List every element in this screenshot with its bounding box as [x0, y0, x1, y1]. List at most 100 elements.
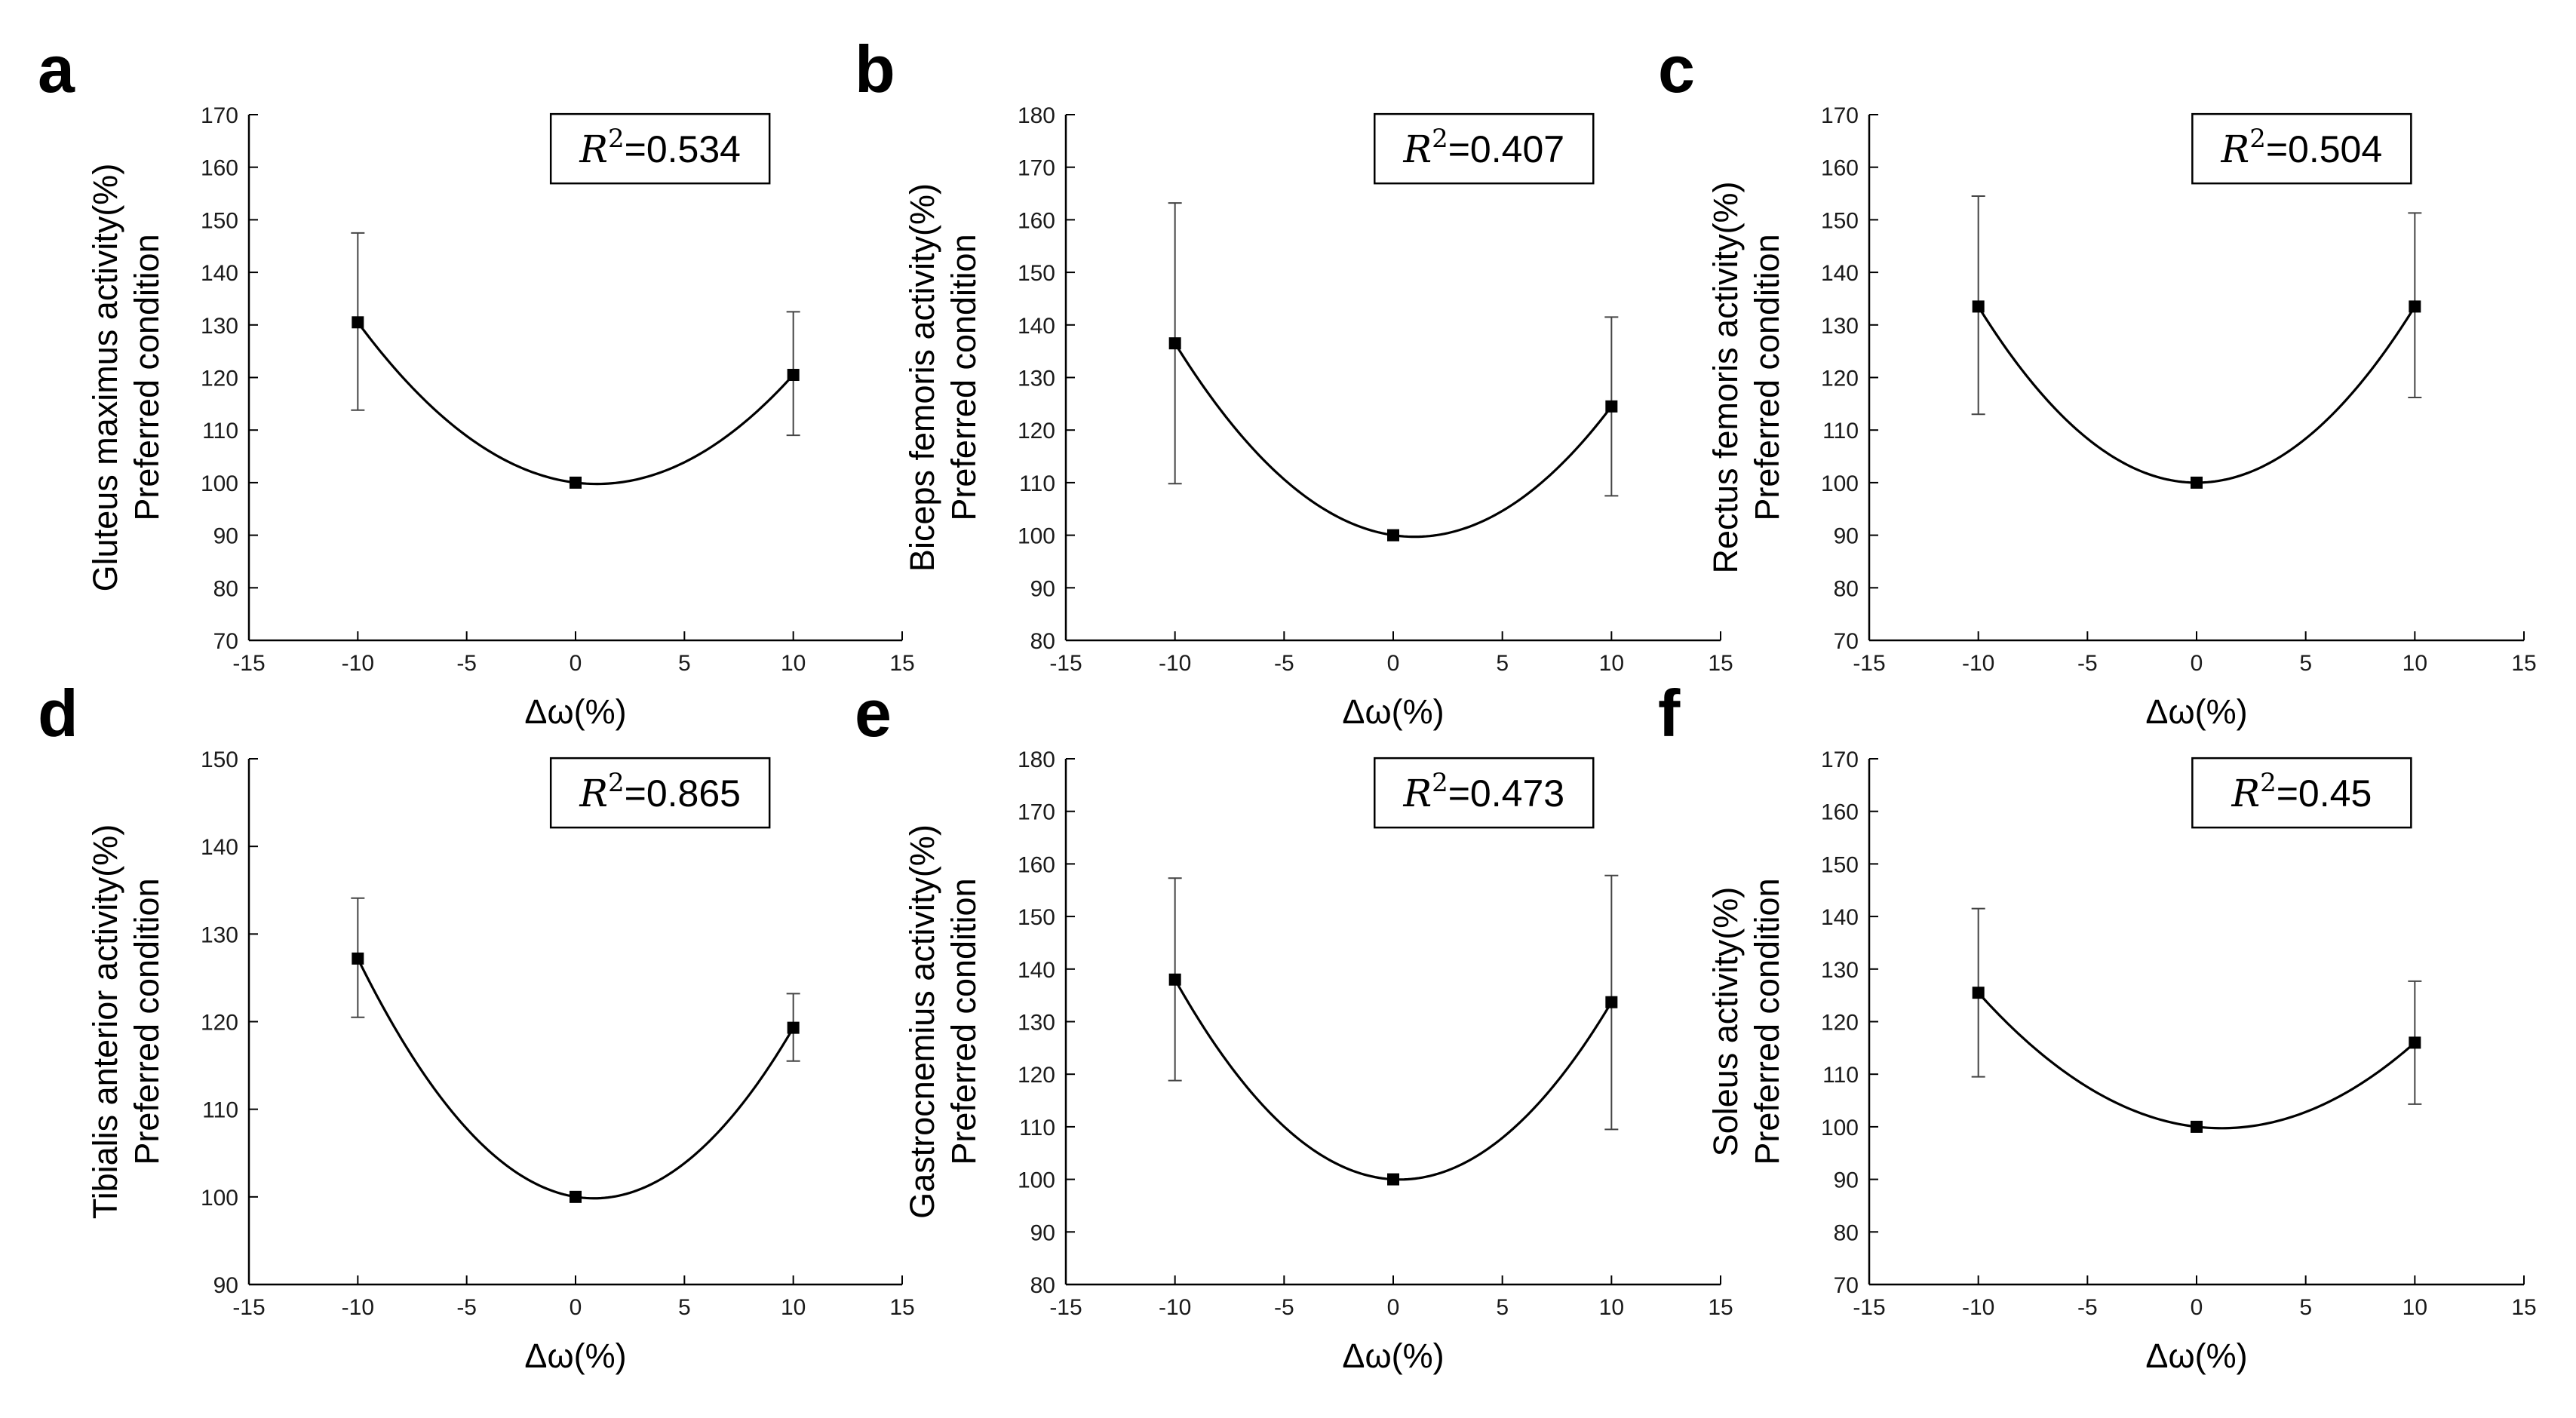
panel-label: e — [855, 676, 892, 750]
data-point — [2409, 300, 2421, 313]
y-axis-title-line1: Biceps femoris activity(%) — [903, 183, 941, 572]
r2-value: =0.473 — [1448, 772, 1564, 815]
x-axis-title: Δω(%) — [1342, 692, 1444, 731]
data-point — [1972, 300, 1985, 313]
y-tick-label: 150 — [1018, 261, 1055, 286]
panel-d: -15 -10 -5 0 5 10 15 90 100 110 120 130 140 150 R2=0.8… — [38, 676, 915, 1375]
y-axis-title-line2: Preferred condition — [1748, 234, 1786, 520]
x-tick-label: 10 — [781, 651, 806, 676]
r2-annotation: R2=0.45 — [2191, 757, 2412, 829]
y-tick-label: 170 — [1821, 103, 1859, 128]
r2-box — [549, 757, 771, 829]
panel-label: f — [1658, 676, 1681, 750]
y-tick-label: 90 — [1834, 1168, 1859, 1193]
r2-annotation: R2=0.534 — [549, 112, 771, 185]
y-tick-label: 70 — [1834, 1273, 1859, 1298]
x-tick-label: 10 — [2403, 1295, 2427, 1320]
r2-exponent: 2 — [1432, 768, 1448, 798]
x-tick-label: -10 — [342, 651, 374, 676]
x-tick-label: -15 — [232, 651, 265, 676]
x-axis-title: Δω(%) — [524, 1337, 626, 1375]
panel-label: b — [855, 32, 895, 106]
y-tick-label: 180 — [1018, 103, 1055, 128]
x-tick-label: -10 — [1962, 651, 1994, 676]
y-tick-label: 140 — [1821, 905, 1859, 930]
y-tick-label: 140 — [1821, 261, 1859, 286]
x-tick-label: 15 — [2511, 651, 2536, 676]
y-tick-label: 120 — [201, 367, 238, 391]
r2-exponent: 2 — [608, 768, 625, 798]
r2-text: R2=0.504 — [2221, 124, 2383, 171]
y-tick-label: 110 — [1019, 1116, 1055, 1140]
panel-label: a — [38, 32, 75, 106]
x-tick-label: -5 — [456, 651, 477, 676]
y-tick-label: 170 — [1018, 156, 1055, 181]
y-tick-label: 150 — [1018, 905, 1055, 930]
x-tick-label: 10 — [781, 1295, 806, 1320]
y-tick-label: 170 — [201, 103, 238, 128]
r2-symbol: R — [2231, 772, 2260, 815]
y-tick-label: 170 — [1018, 800, 1055, 825]
y-axis-title-line2: Preferred condition — [944, 234, 983, 520]
y-axis-title-line2: Preferred condition — [1748, 878, 1786, 1165]
y-tick-label: 70 — [213, 629, 238, 654]
r2-exponent: 2 — [2249, 124, 2266, 154]
y-tick-label: 110 — [1822, 419, 1859, 444]
x-tick-label: 0 — [2191, 651, 2203, 676]
r2-value: =0.865 — [625, 772, 741, 815]
x-tick-label: 0 — [2191, 1295, 2203, 1320]
x-tick-label: -15 — [232, 1295, 265, 1320]
y-tick-label: 90 — [1834, 524, 1859, 549]
y-tick-label: 110 — [1019, 471, 1055, 496]
x-tick-label: -15 — [1049, 651, 1082, 676]
r2-exponent: 2 — [1432, 124, 1448, 154]
y-axis-title-line2: Preferred condition — [944, 878, 983, 1165]
panel-label: d — [38, 676, 78, 750]
x-tick-label: 15 — [1708, 651, 1733, 676]
y-tick-label: 90 — [213, 1273, 238, 1298]
r2-box — [549, 112, 771, 185]
data-point — [1605, 996, 1618, 1008]
y-tick-label: 100 — [1018, 1168, 1055, 1193]
y-tick-label: 80 — [213, 576, 238, 601]
y-tick-label: 80 — [1030, 629, 1055, 654]
r2-text: R2=0.865 — [579, 768, 741, 815]
y-tick-label: 90 — [1030, 576, 1055, 601]
r2-value: =0.534 — [625, 128, 741, 170]
data-point — [1387, 1173, 1399, 1186]
y-tick-label: 80 — [1834, 1220, 1859, 1245]
y-tick-label: 100 — [1821, 471, 1859, 496]
y-tick-label: 120 — [1821, 367, 1859, 391]
y-tick-label: 160 — [1018, 208, 1055, 233]
data-point — [1168, 337, 1181, 350]
panel-label: c — [1658, 32, 1695, 106]
x-tick-label: 15 — [889, 651, 914, 676]
x-axis-title: Δω(%) — [2145, 1337, 2247, 1375]
y-tick-label: 110 — [202, 1098, 238, 1123]
data-point — [787, 1021, 800, 1034]
r2-text: R2=0.45 — [2231, 768, 2372, 815]
r2-annotation: R2=0.473 — [1374, 757, 1595, 829]
r2-value: =0.504 — [2266, 128, 2382, 170]
fit-curve — [1174, 342, 1613, 539]
data-point — [352, 952, 364, 965]
y-tick-label: 90 — [1030, 1220, 1055, 1245]
y-tick-label: 160 — [1821, 800, 1859, 825]
panel-c: -15 -10 -5 0 5 10 15 70 80 90 100 110 120 130 140 150 16… — [1658, 32, 2537, 731]
data-point — [570, 476, 582, 489]
y-axis-title-line1: Rectus femoris activity(%) — [1706, 181, 1745, 573]
data-point — [787, 369, 800, 382]
y-tick-label: 150 — [201, 208, 238, 233]
data-point — [352, 316, 364, 329]
y-tick-label: 80 — [1834, 576, 1859, 601]
y-tick-label: 140 — [1018, 958, 1055, 983]
y-tick-label: 120 — [1018, 419, 1055, 444]
x-tick-label: 10 — [1599, 1295, 1624, 1320]
data-point — [1972, 987, 1985, 999]
x-tick-label: 10 — [1599, 651, 1624, 676]
r2-symbol: R — [1402, 772, 1432, 815]
x-tick-label: -5 — [1274, 1295, 1294, 1320]
r2-annotation: R2=0.407 — [1374, 112, 1595, 185]
y-tick-label: 130 — [1821, 314, 1859, 339]
data-point — [2191, 1120, 2203, 1133]
